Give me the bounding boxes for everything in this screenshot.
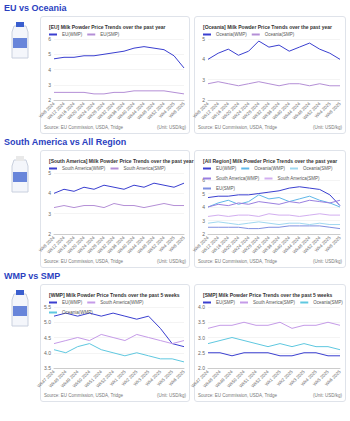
svg-text:Oceania(WMP): Oceania(WMP): [216, 32, 247, 37]
svg-text:[Oceania] Milk Powder Price Tr: [Oceania] Milk Powder Price Trends over …: [203, 24, 332, 30]
svg-text:Oceania(SMP): Oceania(SMP): [303, 166, 333, 171]
svg-text:4: 4: [202, 204, 205, 210]
svg-text:Oceania(WMP): Oceania(WMP): [62, 310, 93, 315]
svg-text:4: 4: [48, 67, 51, 73]
svg-text:6: 6: [202, 177, 205, 183]
svg-text:6: 6: [48, 36, 51, 42]
svg-text:Source: EU Commission, USDA, T: Source: EU Commission, USDA, Tridge: [198, 393, 278, 398]
svg-text:EU(WMP): EU(WMP): [62, 32, 83, 37]
svg-text:Source: EU Commission, USDA, T: Source: EU Commission, USDA, Tridge: [198, 259, 278, 264]
svg-text:(Unit: USD/kg): (Unit: USD/kg): [157, 393, 187, 398]
svg-text:(Unit: USD/kg): (Unit: USD/kg): [313, 125, 343, 130]
svg-text:Source: EU Commission, USDA, T: Source: EU Commission, USDA, Tridge: [44, 259, 124, 264]
svg-text:2: 2: [48, 231, 51, 237]
svg-text:(Unit: USD/kg): (Unit: USD/kg): [313, 393, 343, 398]
svg-text:3: 3: [48, 211, 51, 217]
svg-text:2: 2: [48, 97, 51, 103]
svg-text:3.5: 3.5: [44, 365, 51, 371]
svg-text:[All Region] Milk Powder Price: [All Region] Milk Powder Price Trends ov…: [203, 158, 337, 164]
svg-text:South America(WMP): South America(WMP): [216, 176, 260, 181]
svg-text:4.5: 4.5: [44, 335, 51, 341]
svg-text:4: 4: [48, 190, 51, 196]
svg-text:Source: EU Commission, USDA, T: Source: EU Commission, USDA, Tridge: [44, 393, 124, 398]
svg-text:5.5: 5.5: [44, 304, 51, 310]
svg-text:2: 2: [202, 97, 205, 103]
svg-text:3: 3: [202, 218, 205, 224]
svg-text:EU(WMP): EU(WMP): [216, 166, 237, 171]
svg-text:South America(SMP): South America(SMP): [253, 300, 296, 305]
svg-text:2.0: 2.0: [198, 365, 205, 371]
svg-text:[SMP] Milk Powder Price Trends: [SMP] Milk Powder Price Trends over the …: [203, 292, 332, 298]
svg-text:5: 5: [48, 170, 51, 176]
svg-text:(Unit: USD/kg): (Unit: USD/kg): [313, 259, 343, 264]
svg-text:2: 2: [202, 231, 205, 237]
svg-text:South America(WMP): South America(WMP): [62, 166, 106, 171]
svg-text:3: 3: [202, 77, 205, 83]
svg-text:EU(WMP): EU(WMP): [62, 300, 83, 305]
svg-text:[EU] Milk Powder Price Trends: [EU] Milk Powder Price Trends over the p…: [49, 24, 165, 30]
svg-text:[South America] Milk Powder Pr: [South America] Milk Powder Price Trends…: [49, 158, 194, 164]
svg-text:Source: EU Commission, USDA, T: Source: EU Commission, USDA, Tridge: [198, 125, 278, 130]
svg-text:4.0: 4.0: [44, 350, 51, 356]
svg-text:(Unit: USD/kg): (Unit: USD/kg): [157, 125, 187, 130]
svg-text:Oceania(WMP): Oceania(WMP): [254, 166, 285, 171]
svg-text:South America(SMP): South America(SMP): [124, 166, 167, 171]
svg-text:5: 5: [48, 51, 51, 57]
svg-text:South America(SMP): South America(SMP): [278, 176, 321, 181]
html-text:EU vs Oceania: EU vs Oceania: [4, 3, 67, 13]
svg-text:3: 3: [48, 82, 51, 88]
svg-text:[WMP] Milk Powder Price Trends: [WMP] Milk Powder Price Trends over the …: [49, 292, 180, 298]
svg-text:4.0: 4.0: [198, 304, 205, 310]
svg-text:5: 5: [202, 191, 205, 197]
svg-text:Source: EU Commission, USDA, T: Source: EU Commission, USDA, Tridge: [44, 125, 124, 130]
svg-text:3.0: 3.0: [198, 335, 205, 341]
html-text:South America vs All Region: South America vs All Region: [4, 137, 127, 147]
svg-text:(Unit: USD/kg): (Unit: USD/kg): [157, 259, 187, 264]
html-text:WMP vs SMP: WMP vs SMP: [4, 271, 61, 281]
svg-text:4: 4: [202, 56, 205, 62]
svg-text:EU(SMP): EU(SMP): [216, 186, 236, 191]
svg-text:2.5: 2.5: [198, 350, 205, 356]
svg-text:Oceania(SMP): Oceania(SMP): [313, 300, 343, 305]
svg-text:3.5: 3.5: [198, 319, 205, 325]
svg-text:EU(SMP): EU(SMP): [216, 300, 236, 305]
svg-text:5: 5: [202, 36, 205, 42]
svg-text:EU(SMP): EU(SMP): [100, 32, 120, 37]
svg-text:South America(WMP): South America(WMP): [100, 300, 144, 305]
svg-text:5.0: 5.0: [44, 319, 51, 325]
svg-text:Oceania(SMP): Oceania(SMP): [265, 32, 295, 37]
